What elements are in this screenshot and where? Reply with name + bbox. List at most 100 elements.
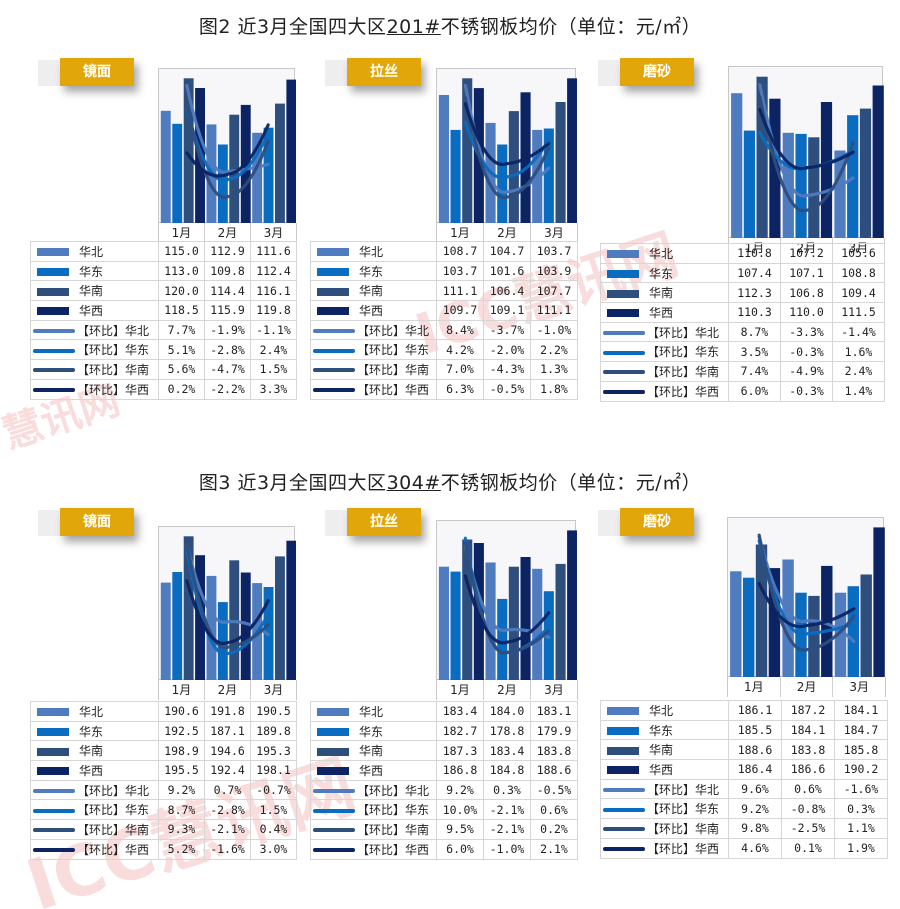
value-cell: 0.3% xyxy=(834,798,888,820)
x-axis: 1月 2月 3月 xyxy=(158,680,297,700)
row-label-cell: 华南 xyxy=(600,282,729,304)
value-cell: -1.6% xyxy=(834,778,888,800)
legend-line-swatch xyxy=(33,789,75,794)
value-cell: -2.1% xyxy=(483,819,531,840)
value-cell: 111.6 xyxy=(250,241,297,262)
legend-line-swatch xyxy=(603,350,645,355)
value-cell: 184.1 xyxy=(781,719,835,741)
table-row: 华北 108.7 104.7 103.7 xyxy=(310,241,578,262)
x-tick-label: 3月 xyxy=(849,680,869,694)
value-cell: 1.8% xyxy=(530,378,578,400)
chart-plot xyxy=(160,536,296,681)
table-row: 【环比】华西 4.6% 0.1% 1.9% xyxy=(600,837,888,859)
value-cell: 1.4% xyxy=(832,380,885,402)
value-cell: 0.2% xyxy=(530,819,578,840)
legend-line-swatch xyxy=(313,848,355,853)
legend-line-swatch xyxy=(603,370,645,375)
row-label-cell: 华东 xyxy=(310,720,437,742)
table-row: 华北 190.6 191.8 190.5 xyxy=(30,701,297,722)
value-cell: 198.9 xyxy=(158,740,205,762)
row-label: 【环比】华北 xyxy=(77,323,150,338)
table-row: 华东 107.4 107.1 108.8 xyxy=(600,262,885,284)
value-cell: 8.7% xyxy=(158,799,205,821)
row-label: 华东 xyxy=(649,266,674,281)
x-axis: 1月 2月 3月 xyxy=(436,680,578,700)
row-label: 【环比】华南 xyxy=(357,822,430,837)
row-label-cell: 【环比】华北 xyxy=(30,779,159,801)
value-cell: 0.3% xyxy=(483,779,531,801)
value-cell: -3.7% xyxy=(483,319,531,341)
value-cell: 187.2 xyxy=(781,700,835,721)
value-cell: 5.2% xyxy=(158,838,205,860)
value-cell: 109.4 xyxy=(832,282,885,304)
value-cell: -1.1% xyxy=(250,319,297,341)
value-cell: 185.5 xyxy=(728,719,782,741)
value-cell: 105.6 xyxy=(832,243,885,264)
value-cell: 101.6 xyxy=(483,260,531,282)
legend-line-swatch xyxy=(603,331,645,336)
row-label-cell: 【环比】华西 xyxy=(600,380,729,402)
table-row: 【环比】华东 5.1% -2.8% 2.4% xyxy=(30,339,297,361)
x-tick-label: 2月 xyxy=(484,223,531,243)
legend-bar-swatch xyxy=(607,727,639,736)
row-label: 华东 xyxy=(79,264,104,279)
row-label-cell: 【环比】华西 xyxy=(310,838,437,860)
value-cell: 188.6 xyxy=(728,739,782,761)
value-cell: 4.2% xyxy=(436,339,484,361)
table-row: 华南 198.9 194.6 195.3 xyxy=(30,740,297,762)
row-label-cell: 【环比】华南 xyxy=(310,359,437,380)
value-cell: 182.7 xyxy=(436,720,484,742)
value-cell: 2.4% xyxy=(250,339,297,361)
value-cell: 1.5% xyxy=(250,799,297,821)
value-cell: 6.0% xyxy=(436,838,484,860)
row-label: 华西 xyxy=(359,763,384,778)
legend-line-swatch xyxy=(33,329,75,334)
legend-bar-swatch xyxy=(607,250,639,259)
value-cell: 109.8 xyxy=(204,260,251,282)
x-axis: 1月 2月 3月 xyxy=(436,223,578,243)
value-cell: 9.2% xyxy=(158,779,205,801)
row-label-cell: 华北 xyxy=(310,701,437,722)
value-cell: 185.8 xyxy=(834,739,888,761)
row-label-cell: 【环比】华东 xyxy=(600,798,729,820)
value-cell: -2.1% xyxy=(204,819,251,840)
value-cell: 198.1 xyxy=(250,760,297,781)
legend-bar-swatch xyxy=(37,728,69,737)
row-label: 华北 xyxy=(359,244,384,259)
value-cell: 2.2% xyxy=(530,339,578,361)
value-cell: 103.7 xyxy=(436,260,484,282)
value-cell: -4.3% xyxy=(483,359,531,380)
row-label: 【环比】华北 xyxy=(357,323,430,338)
value-cell: 106.4 xyxy=(483,280,531,302)
row-label-cell: 华东 xyxy=(310,260,437,282)
legend-line-swatch xyxy=(313,808,355,813)
row-label-cell: 【环比】华北 xyxy=(310,779,437,801)
table-row: 【环比】华北 9.2% 0.3% -0.5% xyxy=(310,779,578,801)
value-cell: 119.8 xyxy=(250,300,297,321)
row-label: 【环比】华南 xyxy=(357,362,430,377)
row-label: 华南 xyxy=(649,286,674,301)
table-row: 【环比】华南 9.5% -2.1% 0.2% xyxy=(310,819,578,840)
row-label: 【环比】华南 xyxy=(647,364,720,379)
table-row: 华南 187.3 183.4 183.8 xyxy=(310,740,578,762)
finish-label: 磨砂 xyxy=(620,508,694,536)
finish-label: 镜面 xyxy=(60,508,134,536)
value-cell: 1.6% xyxy=(832,341,885,363)
value-cell: 3.5% xyxy=(728,341,781,363)
table-row: 华西 195.5 192.4 198.1 xyxy=(30,760,297,781)
x-axis: 1月 2月 3月 xyxy=(727,677,886,697)
row-label-cell: 【环比】华西 xyxy=(600,837,729,859)
value-cell: 1.5% xyxy=(250,359,297,380)
title-prefix: 图2 近3月全国四大区 xyxy=(198,16,387,38)
chart-plot xyxy=(438,530,577,681)
value-cell: 183.1 xyxy=(530,701,578,722)
table-row: 【环比】华北 7.7% -1.9% -1.1% xyxy=(30,319,297,341)
table-row: 【环比】华西 6.0% -1.0% 2.1% xyxy=(310,838,578,860)
value-cell: 112.9 xyxy=(204,241,251,262)
row-label: 【环比】华西 xyxy=(647,384,720,399)
row-label: 【环比】华西 xyxy=(357,842,430,857)
row-label: 华西 xyxy=(649,305,674,320)
value-cell: 187.1 xyxy=(204,720,251,742)
value-cell: 191.8 xyxy=(204,701,251,722)
value-cell: 112.4 xyxy=(250,260,297,282)
